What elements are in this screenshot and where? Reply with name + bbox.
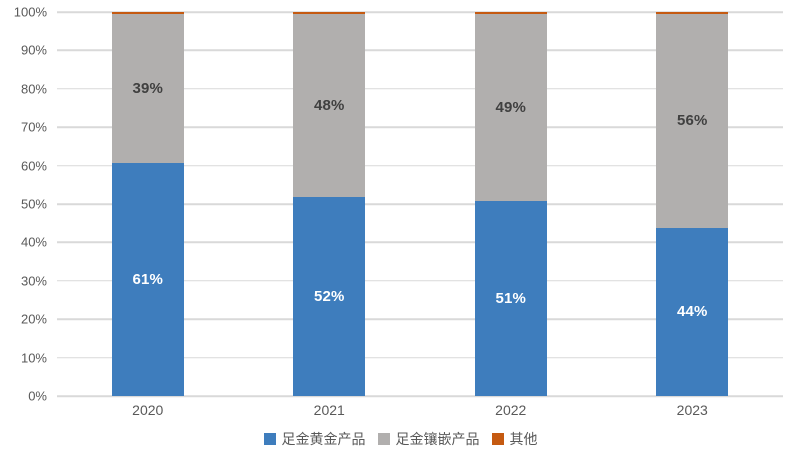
y-axis-tick-label: 30%: [20, 273, 47, 289]
gridline: [57, 49, 783, 52]
legend-label: 其他: [509, 431, 538, 447]
gridline: [57, 11, 783, 13]
x-axis-tick-label: 2021: [313, 402, 345, 418]
legend: 足金黄金产品 足金镶嵌产品 其他: [0, 429, 801, 449]
y-axis-tick-label: 10%: [20, 350, 47, 366]
gridlines: [57, 11, 783, 397]
data-label: 51%: [495, 290, 527, 308]
legend-swatch: [491, 433, 504, 445]
bar-segment: 44%: [656, 227, 729, 396]
bar-segment: [474, 12, 547, 14]
plot-area: 39% 61% 48% 52% 49% 51% 56% 44%: [57, 11, 783, 397]
bar-segment: [111, 12, 184, 14]
y-axis-tick-label: 90%: [20, 42, 47, 58]
category-column: 48% 52%: [239, 12, 421, 396]
gridline: [57, 318, 783, 320]
gridline: [57, 280, 783, 282]
bar-segment: [656, 12, 729, 14]
bars-container: 39% 61% 48% 52% 49% 51% 56% 44%: [57, 12, 783, 396]
category-column: 39% 61%: [57, 12, 239, 396]
gridline: [57, 88, 783, 90]
data-label: 52%: [313, 288, 345, 306]
y-axis-tick-label: 100%: [13, 4, 47, 20]
legend-swatch: [263, 433, 276, 445]
y-axis: 0% 10% 20% 30% 40% 50% 60% 70% 80% 90% 100%: [0, 5, 47, 404]
data-label: 39%: [132, 79, 164, 97]
gridline: [57, 241, 783, 244]
bar-segment: 51%: [474, 201, 547, 396]
y-axis-tick-label: 0%: [28, 388, 47, 404]
bar-segment: 39%: [111, 13, 184, 163]
gridline: [57, 356, 783, 359]
legend-item: 足金镶嵌产品: [377, 429, 480, 449]
bar-segment: 61%: [111, 162, 184, 396]
data-label: 49%: [495, 99, 527, 117]
data-label: 56%: [676, 112, 708, 130]
data-label: 44%: [676, 303, 708, 321]
stacked-bar: 56% 44%: [656, 12, 729, 396]
x-axis: 2020 2021 2022 2023: [57, 400, 783, 420]
bar-segment: 56%: [656, 13, 729, 228]
bar-segment: 48%: [293, 13, 366, 198]
data-label: 48%: [313, 97, 345, 115]
legend-label: 足金黄金产品: [281, 431, 366, 447]
y-axis-tick-label: 50%: [20, 196, 47, 212]
y-axis-tick-label: 20%: [20, 311, 47, 327]
bar-segment: 52%: [293, 197, 366, 396]
legend-item: 其他: [491, 429, 538, 449]
gridline: [57, 126, 783, 128]
legend-label: 足金镶嵌产品: [395, 431, 480, 447]
category-column: 49% 51%: [420, 12, 602, 396]
data-label: 61%: [132, 270, 164, 288]
bar-segment: 49%: [474, 13, 547, 202]
category-column: 56% 44%: [602, 12, 784, 396]
x-axis-tick-label: 2020: [132, 402, 164, 418]
bar-segment: [293, 12, 366, 14]
stacked-bar: 49% 51%: [474, 12, 547, 396]
x-axis-tick-label: 2022: [495, 402, 527, 418]
gridline: [57, 164, 783, 167]
y-axis-tick-label: 70%: [20, 119, 47, 135]
gridline: [57, 203, 783, 205]
gridline: [57, 395, 783, 397]
legend-swatch: [377, 433, 390, 445]
x-axis-tick-label: 2023: [676, 402, 708, 418]
legend-item: 足金黄金产品: [263, 429, 366, 449]
y-axis-tick-label: 80%: [20, 81, 47, 97]
y-axis-tick-label: 60%: [20, 158, 47, 174]
stacked-bar: 39% 61%: [111, 12, 184, 396]
stacked-bar: 48% 52%: [293, 12, 366, 396]
y-axis-tick-label: 40%: [20, 234, 47, 250]
